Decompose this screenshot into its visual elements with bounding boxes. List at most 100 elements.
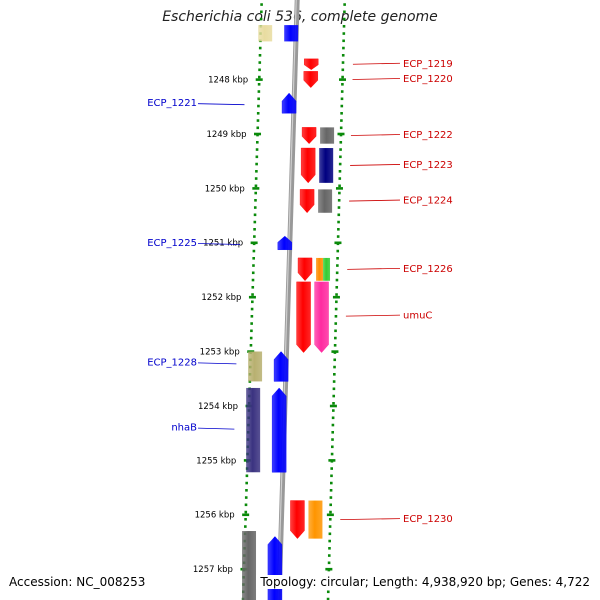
- minor-tick: [250, 322, 253, 325]
- kbp-tick-label: 1249 kbp: [206, 130, 246, 140]
- minor-tick: [342, 46, 345, 50]
- gene-ECP_1224: [299, 189, 315, 214]
- gene-ECP_1222: [301, 127, 317, 144]
- major-tick: [339, 78, 347, 81]
- minor-tick: [326, 590, 330, 594]
- feature: [320, 127, 335, 144]
- major-tick: [255, 78, 263, 81]
- minor-tick: [333, 358, 337, 362]
- minor-tick: [245, 489, 248, 492]
- minor-tick: [340, 90, 344, 93]
- minor-tick: [249, 336, 253, 340]
- minor-tick: [335, 278, 339, 282]
- minor-tick: [329, 496, 333, 499]
- minor-tick: [333, 365, 336, 369]
- minor-tick: [253, 228, 256, 231]
- genome-summary: Topology: circular; Length: 4,938,920 bp…: [256, 575, 590, 589]
- major-tick: [332, 295, 340, 299]
- kbp-tick-label: 1256 kbp: [195, 511, 235, 521]
- minor-tick: [252, 257, 255, 260]
- minor-tick: [258, 61, 262, 64]
- minor-tick: [254, 191, 258, 195]
- label-leader: [352, 62, 401, 65]
- minor-tick: [332, 380, 336, 383]
- label-leader: [350, 164, 401, 166]
- minor-tick: [249, 344, 253, 347]
- minor-tick: [251, 293, 254, 296]
- label-leader: [349, 199, 401, 202]
- minor-tick: [334, 315, 338, 318]
- minor-tick: [254, 177, 258, 180]
- minor-tick: [251, 271, 255, 275]
- feature: [246, 387, 261, 473]
- label-leader: [197, 362, 237, 365]
- minor-tick: [251, 300, 254, 304]
- minor-tick: [255, 170, 258, 173]
- minor-tick: [250, 329, 253, 333]
- minor-tick: [335, 286, 339, 289]
- minor-tick: [260, 10, 263, 14]
- minor-tick: [329, 489, 333, 492]
- minor-tick: [339, 155, 342, 159]
- minor-tick: [343, 3, 346, 6]
- gene-label-ECP_1228: ECP_1228: [147, 357, 197, 368]
- minor-tick: [338, 191, 341, 195]
- feature: [314, 281, 329, 353]
- gene-ECP_1220: [303, 71, 318, 88]
- minor-tick: [333, 373, 336, 376]
- feature: [316, 257, 324, 281]
- minor-tick: [328, 518, 332, 521]
- minor-tick: [251, 278, 255, 282]
- minor-tick: [338, 177, 342, 180]
- kbp-tick-label: 1257 kbp: [193, 565, 233, 575]
- label-leader: [350, 134, 401, 136]
- minor-tick: [331, 445, 334, 449]
- gene-label-ECP_1230: ECP_1230: [403, 514, 453, 525]
- minor-tick: [330, 474, 333, 478]
- minor-tick: [260, 3, 263, 6]
- minor-tick: [342, 25, 346, 28]
- minor-tick: [251, 286, 255, 289]
- minor-tick: [335, 271, 339, 275]
- minor-tick: [328, 525, 332, 528]
- minor-tick: [334, 336, 337, 340]
- minor-tick: [334, 307, 338, 311]
- minor-tick: [338, 170, 342, 173]
- minor-tick: [337, 199, 341, 202]
- minor-tick: [244, 525, 247, 528]
- minor-tick: [254, 184, 258, 188]
- feature: [248, 351, 263, 382]
- major-tick: [254, 132, 262, 136]
- major-tick: [331, 350, 339, 353]
- minor-tick: [328, 539, 331, 543]
- minor-tick: [329, 510, 332, 514]
- label-leader: [197, 103, 245, 106]
- minor-tick: [337, 220, 340, 224]
- gene-label-nhaB: nhaB: [171, 423, 197, 434]
- minor-tick: [335, 300, 338, 304]
- minor-tick: [330, 452, 334, 456]
- minor-tick: [342, 39, 345, 43]
- kbp-tick-label: 1248 kbp: [208, 76, 248, 86]
- label-leader: [197, 427, 235, 430]
- feature: [242, 531, 257, 600]
- feature: [323, 257, 331, 281]
- minor-tick: [331, 416, 335, 420]
- minor-tick: [329, 481, 333, 485]
- minor-tick: [340, 104, 344, 108]
- minor-tick: [337, 206, 341, 209]
- major-tick: [252, 187, 260, 190]
- kbp-tick-label: 1252 kbp: [201, 293, 241, 303]
- gene-umuC: [296, 281, 311, 353]
- minor-tick: [255, 148, 259, 151]
- minor-tick: [327, 561, 331, 565]
- minor-tick: [341, 83, 344, 86]
- minor-tick: [257, 90, 261, 93]
- minor-tick: [328, 532, 332, 536]
- major-tick: [335, 187, 343, 190]
- minor-tick: [256, 112, 260, 115]
- minor-tick: [250, 315, 254, 318]
- feature: [318, 189, 333, 213]
- minor-tick: [338, 184, 341, 188]
- gene-label-ECP_1224: ECP_1224: [403, 196, 453, 207]
